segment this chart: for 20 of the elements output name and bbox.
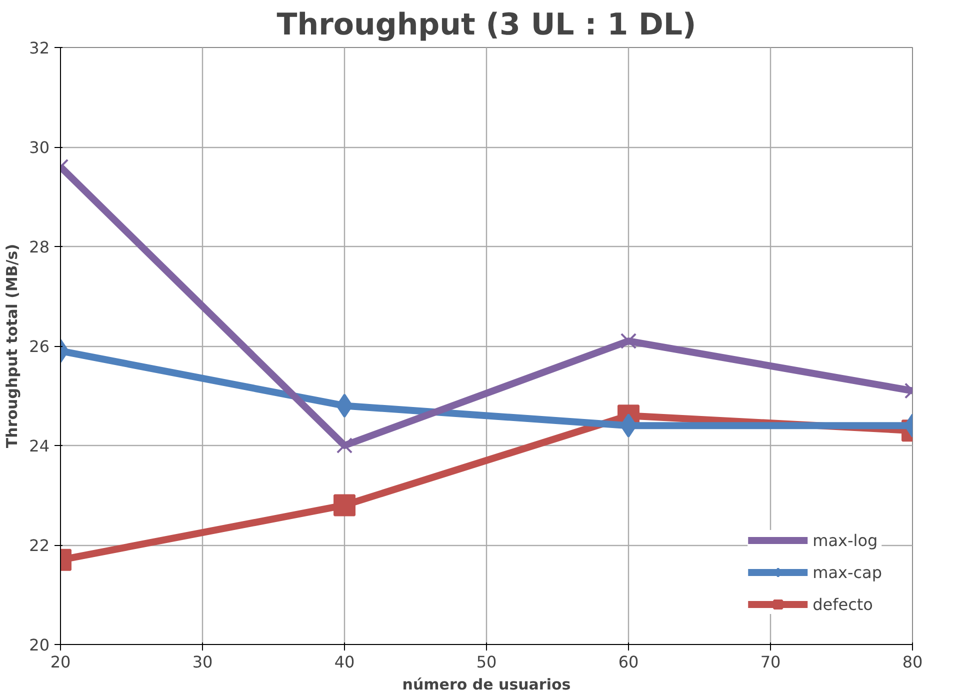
legend-label: max-cap bbox=[812, 562, 882, 582]
y-tick-label: 28 bbox=[29, 238, 50, 256]
y-tick-label: 20 bbox=[29, 636, 50, 654]
x-tick-label: 60 bbox=[618, 652, 639, 672]
y-tick-label: 26 bbox=[29, 337, 50, 356]
x-axis-title: número de usuarios bbox=[402, 676, 571, 694]
x-tick-label: 20 bbox=[50, 652, 71, 672]
y-axis-title: Throughput total (MB/s) bbox=[3, 244, 22, 448]
x-tick-label: 80 bbox=[902, 652, 923, 672]
x-tick-label: 70 bbox=[760, 652, 781, 672]
y-tick-label: 22 bbox=[29, 536, 50, 555]
x-tick-label: 30 bbox=[192, 652, 213, 672]
x-tick-label: 50 bbox=[476, 652, 497, 672]
y-tick-label: 32 bbox=[29, 38, 50, 58]
legend-label: defecto bbox=[812, 594, 873, 614]
y-tick-label: 30 bbox=[29, 138, 50, 157]
y-tick-label: 24 bbox=[29, 436, 50, 456]
chart-title: Throughput (3 UL : 1 DL) bbox=[276, 8, 696, 42]
legend-label: max-log bbox=[812, 530, 878, 550]
x-tick-label: 40 bbox=[334, 652, 355, 672]
